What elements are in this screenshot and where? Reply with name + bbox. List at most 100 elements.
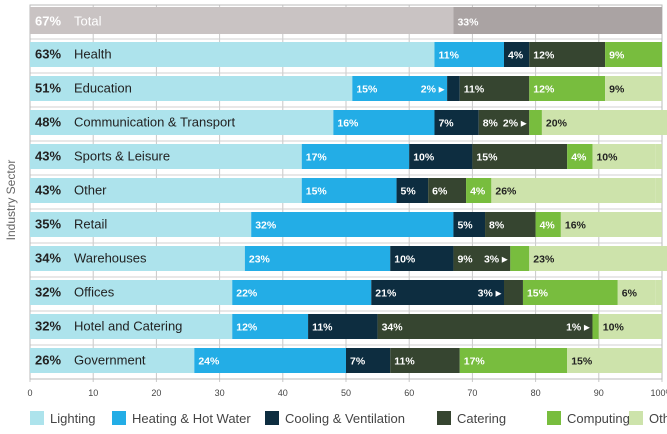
segment-label: 32% xyxy=(255,220,277,232)
x-tick-label: 30 xyxy=(215,388,225,398)
segment-label: 9% xyxy=(609,50,625,62)
bar-segment-other xyxy=(541,110,667,135)
segment-label: 10% xyxy=(413,152,435,164)
segment-label: 26% xyxy=(495,186,517,198)
total-bar-segment xyxy=(453,7,662,34)
segment-label-small: 3% ▸ xyxy=(484,254,508,266)
segment-label: 7% xyxy=(350,356,366,368)
row-pct-label: 48% xyxy=(35,115,61,130)
segment-label: 16% xyxy=(337,118,359,130)
row-category-label: Health xyxy=(74,47,112,62)
bar-segment-other xyxy=(491,178,656,203)
x-tick-label: 60 xyxy=(404,388,414,398)
row-category-label: Offices xyxy=(74,285,115,300)
bar-segment-heating-hot-water xyxy=(194,348,346,373)
segment-label: 4% xyxy=(508,50,524,62)
bar-segment-heating-hot-water xyxy=(434,42,504,67)
segment-label: 16% xyxy=(565,220,587,232)
bar-segment-catering xyxy=(428,178,467,203)
bar-segment-other xyxy=(592,144,656,169)
segment-label: 9% xyxy=(609,84,625,96)
row-pct-label: 32% xyxy=(35,319,61,334)
bar-segment-other xyxy=(567,348,662,373)
segment-label: 22% xyxy=(236,288,258,300)
segment-label: 5% xyxy=(401,186,417,198)
bar-segment-heating-hot-water xyxy=(352,76,448,101)
row-pct-label: 43% xyxy=(35,149,61,164)
bar-segment-catering xyxy=(529,42,606,67)
legend-swatch-cooling-ventilation xyxy=(265,411,279,425)
bar-segment-cooling-ventilation xyxy=(390,246,454,271)
bar-segment-heating-hot-water xyxy=(232,314,309,339)
x-axis-ticks: 0 10 20 30 40 50 60 70 80 90 100% xyxy=(27,388,667,398)
segment-label: 15% xyxy=(306,186,328,198)
bar-segment-catering xyxy=(390,348,460,373)
bar-segment-lighting xyxy=(30,246,245,271)
x-tick-label: 70 xyxy=(467,388,477,398)
bar-segment-cooling-ventilation xyxy=(453,212,486,237)
segment-label: 15% xyxy=(571,356,593,368)
segment-label: 24% xyxy=(198,356,220,368)
segment-label: 12% xyxy=(533,84,555,96)
bar-segment-computing xyxy=(466,178,492,203)
bar-segment-computing xyxy=(459,348,568,373)
legend-label: Computing xyxy=(567,411,630,426)
bar-segment-lighting xyxy=(30,178,302,203)
segment-label: 5% xyxy=(457,220,473,232)
segment-label: 15% xyxy=(527,288,549,300)
segment-label: 15% xyxy=(356,84,378,96)
bar-segment-heating-hot-water xyxy=(301,178,397,203)
segment-label: 23% xyxy=(533,254,555,266)
row-pct-label: 26% xyxy=(35,353,61,368)
row-category-label: Retail xyxy=(74,217,107,232)
bar-segment-catering xyxy=(377,314,593,339)
total-segment-label: 33% xyxy=(457,17,479,29)
segment-label: 10% xyxy=(596,152,618,164)
bar-segment-computing xyxy=(510,246,530,271)
bar-segment-lighting xyxy=(30,42,435,67)
segment-label: 4% xyxy=(540,220,556,232)
bar-segment-catering xyxy=(453,246,511,271)
bar-segment-cooling-ventilation xyxy=(434,110,479,135)
segment-label: 9% xyxy=(457,254,473,266)
row-pct-label: 43% xyxy=(35,183,61,198)
bar-segment-catering xyxy=(459,76,530,101)
bar-segment-other xyxy=(617,280,656,305)
segment-label: 11% xyxy=(464,84,485,96)
segment-label: 21% xyxy=(375,288,397,300)
row-category-label: Hotel and Catering xyxy=(74,319,182,334)
segment-label: 4% xyxy=(470,186,486,198)
bar-segment-catering xyxy=(478,110,530,135)
bar-segment-cooling-ventilation xyxy=(346,348,391,373)
bar-segment-cooling-ventilation xyxy=(308,314,378,339)
bar-segment-lighting xyxy=(30,110,334,135)
legend-swatch-heating-hot-water xyxy=(112,411,126,425)
bar-segment-catering xyxy=(485,212,536,237)
x-tick-label: 80 xyxy=(531,388,541,398)
row-pct-label: 34% xyxy=(35,251,61,266)
segment-label: 11% xyxy=(394,356,415,368)
bar-segment-catering xyxy=(504,280,523,305)
bar-segment-other xyxy=(605,76,662,101)
legend-label: Other xyxy=(649,411,667,426)
bar-segment-heating-hot-water xyxy=(301,144,410,169)
bar-segment-heating-hot-water xyxy=(232,280,372,305)
segment-label: 20% xyxy=(546,118,568,130)
bar-segment-computing xyxy=(535,212,561,237)
row-category-label: Communication & Transport xyxy=(74,115,236,130)
legend-label: Catering xyxy=(457,411,506,426)
bar-segment-lighting xyxy=(30,144,302,169)
segment-label: 8% xyxy=(489,220,505,232)
segment-label: 10% xyxy=(394,254,416,266)
x-tick-label: 50 xyxy=(341,388,351,398)
segment-label-small: 1% ▸ xyxy=(566,322,590,334)
bar-segment-cooling-ventilation xyxy=(504,42,530,67)
segment-label: 12% xyxy=(236,322,258,334)
x-tick-label: 10 xyxy=(88,388,98,398)
row-category-label: Government xyxy=(74,353,146,368)
y-axis-label: Industry Sector xyxy=(4,160,18,241)
bar-segment-catering xyxy=(472,144,568,169)
legend-swatch-lighting xyxy=(30,411,44,425)
bar-segment-computing xyxy=(592,314,599,339)
